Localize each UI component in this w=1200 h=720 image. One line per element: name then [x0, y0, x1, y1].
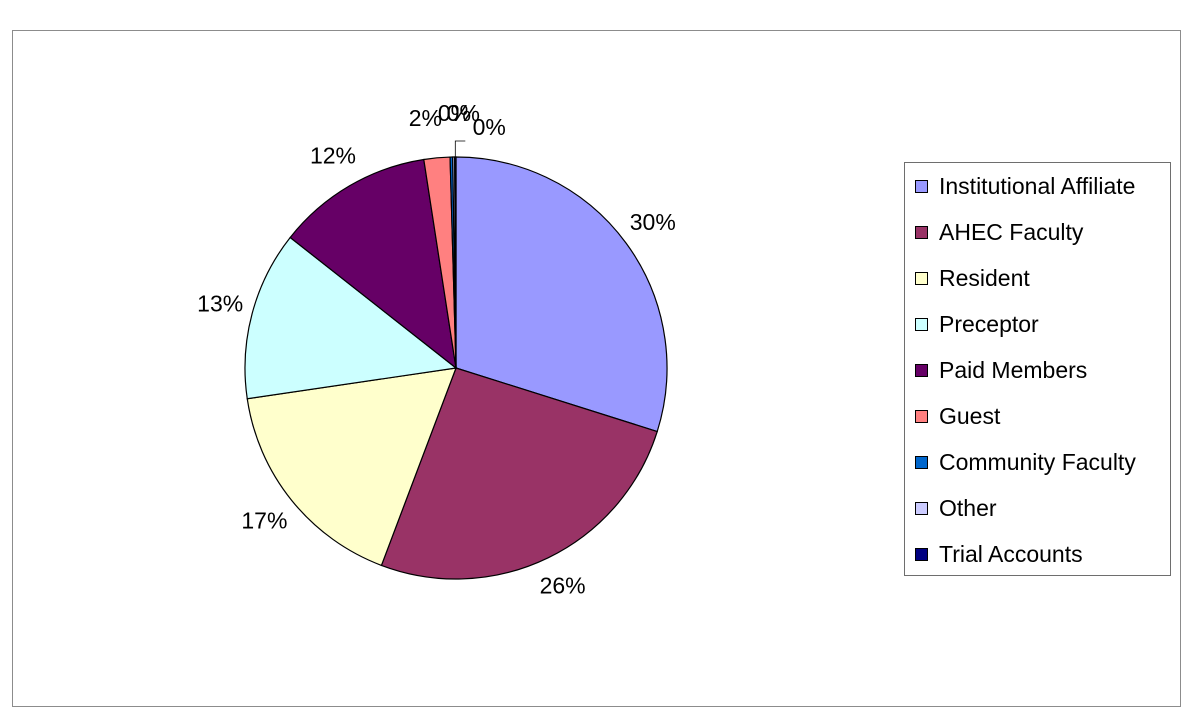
legend-item: Community Faculty — [915, 449, 1136, 475]
legend-item: Institutional Affiliate — [915, 173, 1135, 199]
legend-item: Guest — [915, 403, 1000, 429]
pie-slice-preceptor — [244, 236, 458, 400]
legend-label: Institutional Affiliate — [939, 172, 1136, 199]
legend-label: Other — [939, 494, 997, 521]
data-label-institutional-affiliate: 30% — [630, 209, 676, 235]
legend-label: Resident — [939, 264, 1030, 291]
data-label-ahec-faculty: 26% — [540, 573, 586, 599]
legend-label: Preceptor — [939, 310, 1039, 337]
legend-item: Resident — [915, 265, 1030, 291]
legend-swatch — [915, 501, 928, 515]
data-label-other: 0% — [447, 100, 480, 126]
legend-item: Other — [915, 495, 997, 521]
legend-label: AHEC Faculty — [939, 218, 1084, 245]
legend-swatch — [915, 363, 928, 377]
legend-label: Guest — [939, 402, 1001, 429]
data-label-paid-members: 12% — [310, 142, 356, 168]
legend-item: Paid Members — [915, 357, 1087, 383]
pie-slice-resident — [246, 367, 457, 567]
data-label-resident: 17% — [241, 507, 287, 533]
data-label-preceptor: 13% — [197, 290, 243, 316]
legend-label: Paid Members — [939, 356, 1088, 383]
data-label-trial-accounts: 0% — [473, 114, 506, 140]
legend-item: Preceptor — [915, 311, 1039, 337]
leader-line — [454, 140, 466, 157]
data-label-community-faculty: 0% — [438, 100, 471, 126]
legend-label: Community Faculty — [939, 448, 1136, 475]
legend-swatch — [915, 317, 928, 331]
pie-slice-institutional-affiliate — [455, 156, 668, 433]
legend-swatch — [915, 547, 928, 561]
legend-swatch — [915, 409, 928, 423]
pie-slice-paid-members — [289, 158, 457, 370]
legend-swatch — [915, 271, 928, 285]
legend-swatch — [915, 455, 928, 469]
legend-swatch — [915, 225, 928, 239]
legend-item: Trial Accounts — [915, 541, 1083, 567]
legend-label: Trial Accounts — [939, 540, 1083, 567]
data-label-guest: 2% — [409, 105, 442, 131]
legend-swatch — [915, 179, 928, 193]
legend-item: AHEC Faculty — [915, 219, 1083, 245]
pie-slice-ahec-faculty — [380, 367, 658, 580]
legend: Institutional Affiliate AHEC Faculty Resid… — [904, 162, 1171, 576]
